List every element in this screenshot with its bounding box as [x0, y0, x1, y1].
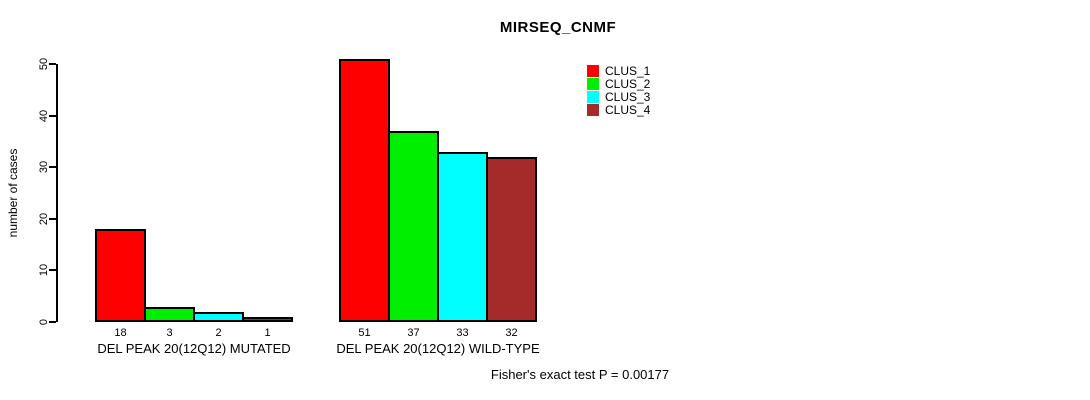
- legend-label: CLUS_1: [605, 63, 651, 78]
- y-axis-tick: [49, 321, 56, 323]
- bar: [144, 306, 195, 322]
- legend-swatch-icon: [587, 64, 599, 77]
- legend-swatch-icon: [587, 77, 599, 90]
- group-axis-label: DEL PEAK 20(12Q12) WILD-TYPE: [336, 341, 540, 356]
- bar-value-label: 18: [114, 327, 127, 339]
- y-axis-tick-label: 0: [38, 318, 50, 326]
- legend-row: CLUS_4: [587, 102, 651, 117]
- bar-value-label: 33: [456, 327, 469, 339]
- legend-label: CLUS_4: [605, 102, 651, 117]
- y-axis-tick-label: 50: [38, 57, 50, 71]
- legend-label: CLUS_2: [605, 76, 651, 91]
- bar: [339, 58, 390, 322]
- bar-value-label: 2: [215, 327, 222, 339]
- y-axis-label: number of cases: [6, 148, 20, 238]
- y-axis-tick: [49, 217, 56, 220]
- bar: [95, 229, 146, 322]
- legend-row: CLUS_1: [587, 63, 651, 78]
- y-axis-tick: [49, 166, 56, 169]
- legend-swatch-icon: [587, 103, 599, 116]
- group-axis-label: DEL PEAK 20(12Q12) MUTATED: [97, 341, 291, 356]
- legend-swatch-icon: [587, 90, 599, 103]
- bar-value-label: 3: [166, 327, 173, 339]
- fisher-test-annotation: Fisher's exact test P = 0.00177: [490, 367, 670, 382]
- bar-value-label: 37: [407, 327, 420, 339]
- bar-value-label: 1: [264, 327, 271, 339]
- legend-row: CLUS_3: [587, 89, 651, 104]
- bar: [486, 156, 537, 322]
- y-axis-line: [56, 64, 58, 322]
- y-axis-tick-label: 30: [38, 161, 50, 174]
- y-axis-tick: [49, 63, 56, 65]
- bar: [242, 316, 293, 322]
- bar: [388, 131, 439, 322]
- y-axis-tick: [49, 269, 56, 272]
- legend-row: CLUS_2: [587, 76, 651, 91]
- bar-value-label: 51: [358, 327, 371, 339]
- legend: CLUS_1 CLUS_2 CLUS_3 CLUS_4: [587, 63, 651, 117]
- legend-label: CLUS_3: [605, 89, 651, 104]
- bar-value-label: 32: [505, 327, 518, 339]
- bar: [193, 311, 244, 322]
- y-axis-tick-label: 40: [38, 109, 50, 122]
- chart-title: MIRSEQ_CNMF: [499, 19, 617, 36]
- y-axis-tick: [49, 114, 56, 117]
- y-axis-tick-label: 10: [38, 264, 50, 277]
- y-axis-tick-label: 20: [38, 212, 50, 225]
- bar: [437, 151, 488, 322]
